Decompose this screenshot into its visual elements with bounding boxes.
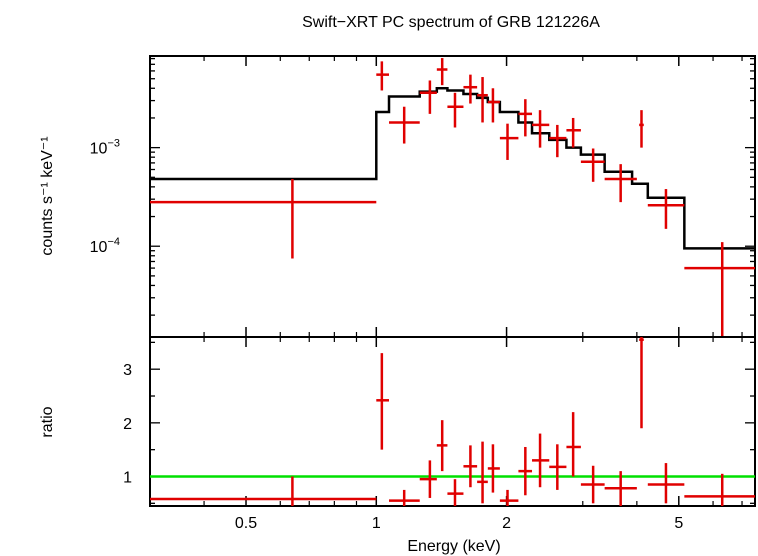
- data-point: [389, 106, 420, 144]
- x-tick-label: 0.5: [235, 515, 257, 532]
- chart-title: Swift−XRT PC spectrum of GRB 121226A: [302, 14, 600, 31]
- data-point: [436, 420, 448, 472]
- y-tick-label: 3: [123, 362, 132, 379]
- data-point: [566, 117, 581, 148]
- data-point: [150, 179, 377, 259]
- data-point: [463, 445, 478, 488]
- data-point: [518, 446, 533, 496]
- y-tick-label: 10−4: [90, 236, 120, 256]
- data-point: [532, 433, 550, 488]
- energy-x-tick-labels: 0.5 1 2 5: [235, 515, 683, 532]
- data-point: [389, 489, 420, 506]
- data-point: [419, 80, 437, 114]
- data-point: [580, 465, 605, 504]
- data-point: [376, 353, 390, 450]
- ratio-panel-ticks: [149, 337, 755, 506]
- data-point: [487, 88, 500, 123]
- data-point: [684, 242, 755, 337]
- ratio-panel: 1 2 3 0.5 1 2 5 ratio Energy (keV): [39, 336, 756, 555]
- data-point: [604, 471, 637, 506]
- ratio-y-axis-label: ratio: [39, 406, 56, 437]
- x-tick-label: 1: [372, 515, 381, 532]
- model-step-line: [150, 87, 755, 250]
- data-point: [477, 441, 488, 504]
- data-point: [419, 460, 437, 498]
- data-point: [499, 123, 519, 160]
- data-point: [647, 463, 685, 504]
- data-point: [463, 74, 478, 104]
- data-point: [447, 479, 464, 506]
- data-point: [376, 61, 390, 91]
- spectrum-panel-ticks: [149, 56, 755, 337]
- data-point: [532, 110, 550, 148]
- data-point: [477, 77, 488, 123]
- spectrum-y-axis-label: counts s⁻¹ keV⁻¹: [39, 136, 56, 255]
- y-tick-label: 10−3: [90, 138, 120, 158]
- data-point: [499, 489, 519, 506]
- model-step-curve: [150, 87, 755, 250]
- data-point: [150, 476, 377, 506]
- ratio-data-points: [150, 337, 755, 506]
- data-point: [684, 473, 755, 506]
- data-point: [639, 337, 644, 429]
- data-point: [604, 164, 637, 203]
- ratio-panel-frame: [149, 336, 756, 507]
- ratio-y-tick-labels: 1 2 3: [123, 362, 132, 486]
- data-point: [566, 412, 581, 477]
- x-tick-label: 2: [502, 515, 511, 532]
- data-point: [447, 92, 464, 128]
- data-point: [436, 58, 448, 86]
- spectrum-y-tick-labels: 10−3 10−4: [90, 138, 120, 257]
- data-point: [549, 124, 567, 158]
- data-point: [518, 99, 533, 137]
- data-point: [549, 444, 567, 490]
- data-point: [639, 110, 644, 148]
- y-tick-label: 2: [123, 416, 132, 433]
- spectrum-panel: 10−3 10−4 counts s⁻¹ keV⁻¹: [39, 55, 756, 338]
- spectrum-data-points: [150, 58, 755, 337]
- x-axis-label: Energy (keV): [407, 538, 500, 555]
- data-point: [647, 189, 685, 229]
- data-point: [487, 444, 500, 493]
- y-tick-label: 1: [123, 469, 132, 486]
- x-tick-label: 5: [674, 515, 683, 532]
- data-point: [580, 148, 605, 182]
- spectrum-panel-frame: [149, 55, 756, 338]
